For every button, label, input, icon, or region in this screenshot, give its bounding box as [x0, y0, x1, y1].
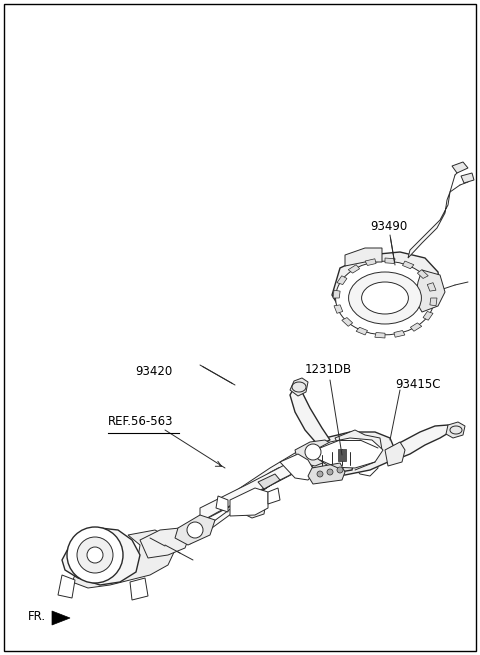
Polygon shape [348, 265, 360, 273]
Polygon shape [185, 438, 335, 544]
Polygon shape [446, 422, 465, 438]
Text: REF.56-563: REF.56-563 [108, 415, 173, 428]
Polygon shape [258, 474, 280, 489]
Circle shape [327, 469, 333, 475]
Polygon shape [310, 445, 355, 475]
Text: 1231DB: 1231DB [305, 363, 352, 376]
Circle shape [87, 547, 103, 563]
Polygon shape [430, 298, 437, 306]
Circle shape [305, 444, 321, 460]
Circle shape [187, 522, 203, 538]
Polygon shape [175, 515, 215, 545]
Text: 93415C: 93415C [395, 378, 441, 391]
Polygon shape [216, 496, 228, 512]
Polygon shape [295, 440, 335, 466]
Circle shape [77, 537, 113, 573]
Polygon shape [315, 438, 383, 468]
Polygon shape [230, 488, 268, 516]
Polygon shape [417, 270, 428, 278]
Circle shape [317, 471, 323, 477]
Polygon shape [375, 333, 385, 338]
Polygon shape [352, 448, 378, 476]
Circle shape [337, 467, 343, 473]
Polygon shape [390, 425, 450, 460]
Polygon shape [337, 276, 347, 284]
Polygon shape [415, 270, 445, 312]
Text: FR.: FR. [28, 610, 46, 623]
Polygon shape [334, 305, 343, 313]
Polygon shape [308, 463, 345, 484]
Polygon shape [338, 449, 346, 461]
Polygon shape [280, 454, 315, 480]
Polygon shape [333, 290, 340, 298]
Polygon shape [290, 378, 308, 396]
Polygon shape [268, 488, 280, 504]
Polygon shape [244, 498, 266, 518]
Polygon shape [140, 528, 190, 558]
Polygon shape [423, 312, 433, 320]
Polygon shape [52, 611, 70, 625]
Polygon shape [356, 328, 368, 335]
Polygon shape [408, 192, 450, 258]
Polygon shape [342, 318, 353, 326]
Polygon shape [345, 248, 382, 266]
Polygon shape [62, 528, 140, 585]
Ellipse shape [336, 261, 434, 335]
Polygon shape [365, 259, 376, 265]
Polygon shape [427, 283, 436, 291]
Polygon shape [130, 578, 148, 600]
Circle shape [67, 527, 123, 583]
Polygon shape [385, 442, 405, 466]
Ellipse shape [361, 282, 408, 314]
Polygon shape [58, 575, 75, 598]
Polygon shape [200, 462, 295, 522]
Polygon shape [385, 258, 395, 263]
Polygon shape [394, 331, 405, 337]
Polygon shape [410, 323, 422, 331]
Text: 93420: 93420 [135, 365, 172, 378]
Ellipse shape [348, 272, 421, 324]
Polygon shape [403, 261, 414, 269]
FancyBboxPatch shape [4, 4, 476, 651]
Polygon shape [290, 388, 330, 445]
Polygon shape [461, 173, 474, 183]
Polygon shape [302, 432, 395, 475]
Polygon shape [335, 430, 382, 456]
Polygon shape [332, 252, 440, 326]
Text: 93490: 93490 [370, 220, 407, 233]
Polygon shape [72, 530, 175, 588]
Polygon shape [452, 162, 468, 173]
